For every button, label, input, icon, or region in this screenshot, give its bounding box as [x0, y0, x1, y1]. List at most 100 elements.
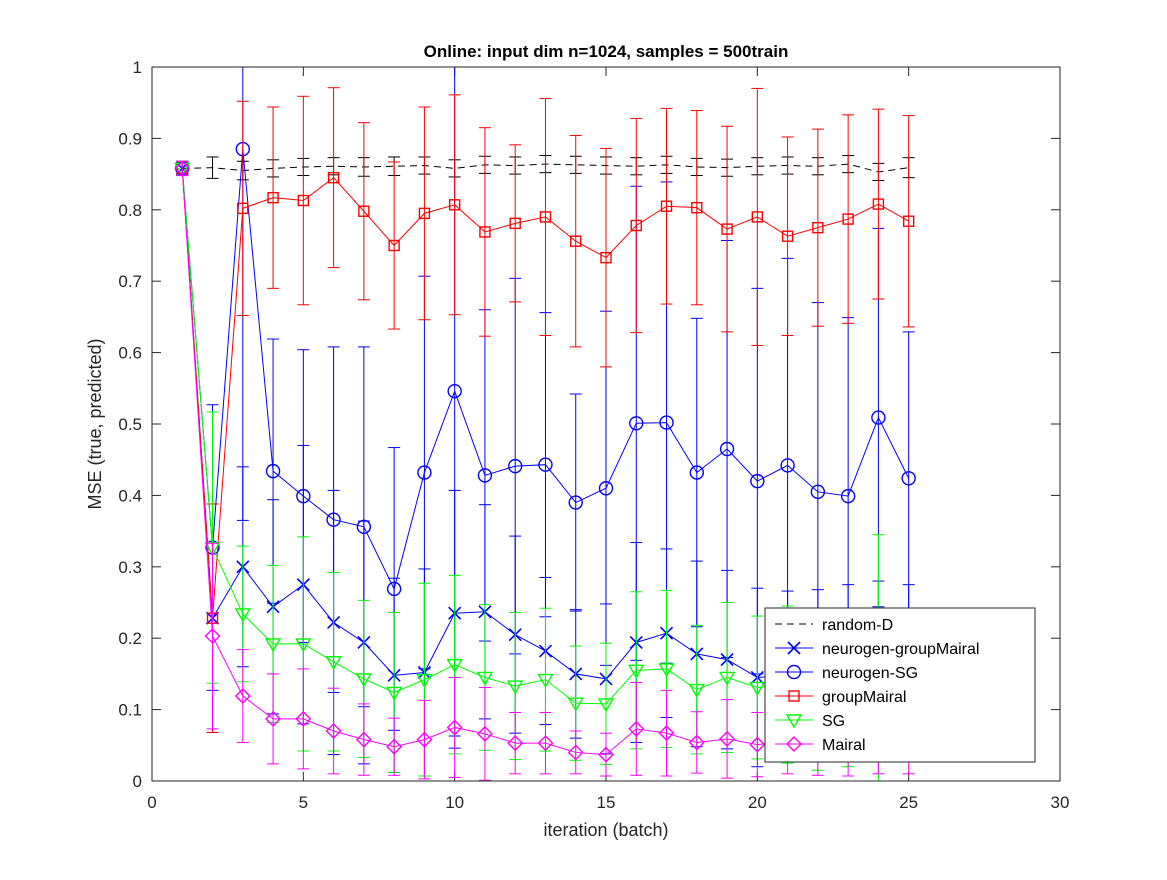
data-point	[448, 199, 461, 211]
data-point	[416, 731, 433, 748]
legend-label: SG	[822, 713, 845, 730]
data-point	[477, 468, 493, 483]
data-point	[718, 671, 736, 686]
data-point	[204, 541, 221, 556]
data-point	[780, 458, 795, 473]
x-tick-label: 5	[299, 793, 308, 812]
x-tick-label: 30	[1051, 793, 1070, 812]
data-point	[538, 457, 553, 472]
x-tick-label: 10	[445, 793, 464, 812]
y-tick-label: 0.1	[118, 701, 142, 720]
data-point	[598, 481, 614, 496]
legend-marker	[786, 664, 802, 680]
y-tick-label: 0.7	[118, 272, 142, 291]
y-tick-label: 0.3	[118, 558, 142, 577]
y-axis-ticks: 0 0.1 0.2 0.3 0.4 0.5 0.6 0.7 0.8 0.9 1	[118, 58, 1060, 791]
legend-label: random-D	[822, 617, 893, 634]
legend-item: groupMairal	[775, 689, 906, 706]
chart-title: Online: input dim n=1024, samples = 500t…	[424, 42, 789, 61]
data-point	[326, 512, 341, 527]
legend-marker	[786, 736, 802, 752]
data-point	[629, 416, 644, 431]
data-point	[388, 239, 400, 252]
y-tick-label: 0.9	[118, 129, 142, 148]
legend-label: neurogen-groupMairal	[822, 641, 979, 658]
data-point	[267, 191, 279, 204]
data-point	[689, 465, 704, 480]
legend-item: neurogen-groupMairal	[775, 641, 979, 658]
legend-item: SG	[775, 713, 845, 730]
data-point	[781, 230, 794, 242]
data-point	[660, 200, 673, 212]
data-point	[658, 725, 675, 742]
x-tick-label: 20	[748, 793, 767, 812]
data-point	[691, 201, 703, 214]
data-point	[600, 251, 612, 264]
data-point	[355, 731, 372, 748]
data-point	[417, 465, 432, 480]
data-point	[567, 744, 584, 761]
data-point	[418, 207, 431, 220]
data-point	[812, 221, 824, 234]
data-point	[539, 211, 552, 223]
data-point	[265, 710, 282, 727]
data-point	[598, 746, 614, 763]
data-point	[628, 664, 645, 679]
data-point	[356, 519, 372, 535]
data-point	[507, 735, 524, 752]
data-point	[234, 688, 251, 705]
data-point	[386, 738, 403, 755]
x-axis-label: iteration (batch)	[543, 820, 668, 840]
data-point	[750, 473, 765, 489]
legend-label: groupMairal	[822, 689, 906, 706]
data-point	[902, 215, 915, 227]
data-point	[386, 581, 402, 597]
data-point	[479, 226, 491, 238]
data-point	[840, 488, 856, 504]
data-point	[325, 656, 342, 671]
series-line	[181, 168, 909, 619]
x-tick-label: 0	[147, 793, 156, 812]
data-point	[721, 223, 733, 235]
data-point	[265, 463, 281, 479]
y-tick-label: 0.8	[118, 201, 142, 220]
data-point	[810, 484, 826, 500]
y-tick-label: 0.5	[118, 415, 142, 434]
data-point	[476, 725, 493, 742]
data-point	[509, 217, 521, 230]
y-tick-label: 1	[133, 58, 142, 77]
data-point	[630, 219, 642, 232]
legend: random-D neurogen-groupMairal neurogen-SG g…	[764, 607, 1036, 763]
data-point	[537, 735, 554, 752]
data-point	[385, 686, 403, 701]
x-tick-label: 25	[899, 793, 918, 812]
y-tick-label: 0.4	[118, 486, 142, 505]
data-point	[506, 680, 524, 695]
data-point	[901, 471, 916, 486]
data-point	[568, 495, 583, 510]
data-point	[325, 723, 342, 740]
data-point	[295, 638, 312, 653]
data-point	[749, 681, 766, 696]
data-point	[719, 441, 735, 457]
legend-item: random-D	[775, 617, 893, 634]
data-point	[567, 697, 584, 712]
legend-item: Mairal	[775, 736, 866, 754]
data-point	[476, 671, 494, 686]
data-point	[871, 410, 886, 425]
y-axis-label: MSE (true, predicted)	[85, 338, 105, 509]
data-point	[355, 673, 373, 688]
y-tick-label: 0.2	[118, 629, 142, 648]
legend-label: neurogen-SG	[822, 665, 918, 682]
data-point	[358, 205, 370, 217]
data-point	[688, 734, 705, 751]
legend-box	[764, 607, 1036, 763]
data-point	[688, 683, 706, 698]
data-point	[204, 628, 221, 645]
axes-box	[151, 66, 1061, 782]
data-point	[296, 488, 311, 504]
data-point	[628, 720, 645, 737]
legend-label: Mairal	[822, 737, 866, 754]
y-tick-label: 0.6	[118, 344, 142, 363]
data-point	[719, 730, 736, 747]
